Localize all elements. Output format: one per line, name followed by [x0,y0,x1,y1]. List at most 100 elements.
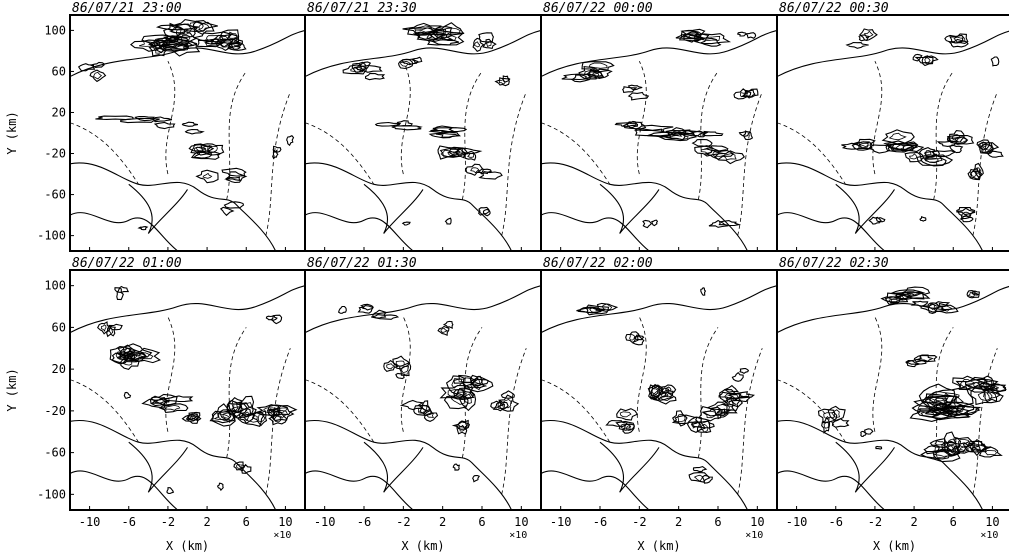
echo-contour [257,414,266,423]
echo-contour [219,409,238,422]
x-tick-label: 2 [439,515,446,529]
echo-contour [823,421,829,429]
x-axis-label: X (km) [166,539,209,553]
echo-contour [859,28,878,41]
radar-panel: 86/07/22 00:30 [776,1,1009,252]
echo-contour [153,121,176,130]
echo-contour [477,206,491,216]
echo-contour [374,121,402,127]
echo-contour [399,60,412,67]
echo-contour [651,219,659,227]
echo-contour [976,139,991,151]
echo-contour [227,31,237,39]
echo-contour [924,150,932,156]
echo-contour [77,63,96,72]
x-tick-label: -10 [786,515,808,529]
echo-contour [923,158,943,164]
echo-contour [223,201,245,209]
prefecture-border [872,61,883,175]
echo-contour [701,474,713,484]
echo-contour [123,391,132,399]
echo-contour [357,305,374,314]
echo-contour [605,419,628,427]
radar-panel: 86/07/21 23:00 [69,1,306,252]
echo-contour [745,32,757,39]
echo-contour [158,403,189,413]
prefecture-border [165,61,176,175]
panel-frame [776,269,1009,511]
y-tick-label: 100 [44,279,66,293]
echo-contour [914,55,939,64]
x-tick-label: 10 [750,515,764,529]
echo-contour [123,347,132,354]
echo-contour [970,385,1004,406]
echo-contour [474,41,481,48]
echo-contour [271,415,282,423]
echo-contour [983,383,1007,394]
echo-contour [196,38,223,48]
x-tick-label: 10 [985,515,999,529]
echo-contour [946,136,969,145]
echo-contour [972,162,984,178]
coastline [363,441,424,493]
echo-contour [228,37,243,48]
echo-contour [231,401,239,412]
echo-contour [233,40,240,47]
y-tick-label: -100 [37,229,66,243]
echo-contour [629,334,636,341]
echo-contour [412,31,454,43]
panel-plot-area [305,22,541,251]
prefecture-border [737,348,763,495]
echo-contour [860,430,867,437]
echo-contour [236,463,243,469]
echo-contour [150,395,167,407]
echo-contour [219,206,235,217]
echo-contour [193,20,215,36]
echo-contour [168,23,198,38]
echo-contour [190,150,213,159]
echo-contour [703,145,729,153]
coastline [541,29,777,78]
echo-contour [944,34,964,44]
echo-contour [986,384,1000,391]
echo-contour [665,386,672,392]
panels-layer: 86/07/21 23:00 86/07/21 23:30 86/07/22 00:… [69,1,1009,511]
echo-contour [477,168,493,175]
echo-contour [395,360,405,367]
echo-contour [686,416,706,434]
x-tick-label: 6 [478,515,485,529]
y-tick-label: -20 [44,404,66,418]
echo-contour [185,414,199,421]
echo-contour [650,388,660,397]
echo-contour [272,149,279,160]
echo-contour [956,206,976,216]
echo-contour [209,410,236,424]
prefecture-border [636,61,647,175]
x-tick-label: -6 [357,515,371,529]
echo-contour [240,402,253,412]
prefecture-border [461,71,483,200]
echo-contour [929,396,948,406]
echo-contour [244,414,258,423]
echo-contour [955,376,994,393]
echo-contour [154,398,167,405]
x-tick-label: -2 [161,515,175,529]
x-multiplier-label: ×10 [745,530,763,541]
y-tick-label: 20 [52,105,66,119]
echo-contour [718,220,742,227]
prefecture-border [636,316,647,432]
echo-contour [909,153,918,160]
echo-contour [184,128,205,135]
echo-contour [845,41,869,49]
echo-contour [119,344,137,357]
coastline [777,470,886,510]
echo-contour [485,41,492,47]
echo-contour [411,56,423,64]
x-axis-label: X (km) [873,539,916,553]
echo-contour [213,413,230,421]
coastline [599,183,660,234]
echo-contour [943,440,961,457]
echo-contour [589,307,602,314]
echo-contour [868,216,882,225]
echo-contour [202,172,213,179]
